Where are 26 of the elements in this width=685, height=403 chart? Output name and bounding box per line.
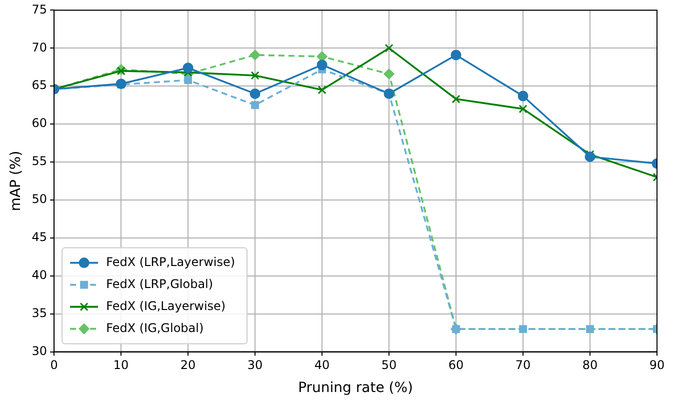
x-tick-label: 70 <box>515 358 531 372</box>
x-tick-label: 40 <box>314 358 330 372</box>
y-tick-label: 65 <box>32 78 48 92</box>
x-axis-title: Pruning rate (%) <box>298 380 413 396</box>
x-tick-label: 90 <box>649 358 665 372</box>
x-tick-label: 0 <box>50 358 58 372</box>
x-tick-label: 20 <box>180 358 196 372</box>
y-tick-label: 50 <box>32 192 48 206</box>
y-tick-label: 45 <box>32 230 48 244</box>
x-tick-label: 50 <box>381 358 397 372</box>
y-tick-label: 30 <box>32 344 48 358</box>
x-tick-label: 30 <box>247 358 263 372</box>
legend-label: FedX (IG,Layerwise) <box>106 298 226 313</box>
y-axis-title: mAP (%) <box>8 150 24 212</box>
y-tick-label: 75 <box>32 2 48 16</box>
x-tick-label: 60 <box>448 358 464 372</box>
legend-label: FedX (LRP,Layerwise) <box>106 254 236 269</box>
legend-label: FedX (LRP,Global) <box>106 276 214 291</box>
y-tick-label: 70 <box>32 40 48 54</box>
x-tick-label: 10 <box>113 358 129 372</box>
y-tick-label: 35 <box>32 306 48 320</box>
y-tick-label: 60 <box>32 116 48 130</box>
y-tick-label: 55 <box>32 154 48 168</box>
legend-label: FedX (IG,Global) <box>106 320 204 335</box>
y-tick-label: 40 <box>32 268 48 282</box>
x-tick-label: 80 <box>582 358 598 372</box>
